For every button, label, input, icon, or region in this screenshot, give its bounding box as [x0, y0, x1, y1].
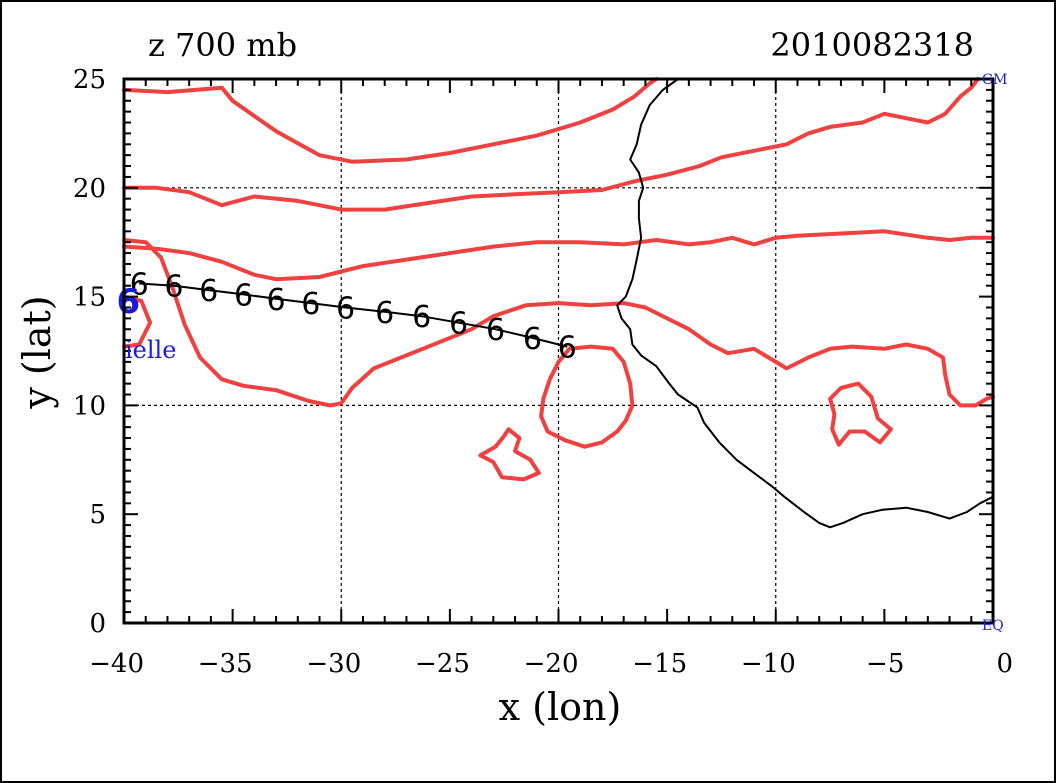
x-tick-label: −20: [524, 649, 579, 679]
x-tick-label: −15: [632, 649, 687, 679]
y-tick-label: 15: [73, 283, 106, 313]
chart-title-right: 2010082318: [770, 26, 974, 64]
current-storm-position: 6: [117, 282, 141, 322]
contour-line: [478, 427, 541, 482]
grid-lines: [124, 79, 993, 623]
x-tick-label: −30: [306, 649, 361, 679]
x-tick-label: 0: [996, 649, 1013, 679]
track-point: 6: [486, 313, 505, 348]
track-point: 6: [130, 268, 149, 303]
contour-lines: [122, 77, 995, 482]
coastline: [616, 78, 994, 529]
contour-line: [122, 229, 995, 282]
track-point: 6: [523, 322, 542, 357]
coastline-line: [616, 78, 994, 529]
y-tick-label: 5: [89, 500, 106, 530]
track-line: [139, 282, 568, 348]
contour-line: [122, 77, 980, 212]
x-tick-labels: −40 −35 −30 −25 −20 −15 −10 −5 0: [89, 649, 1013, 679]
chart-title-left: z 700 mb: [148, 26, 297, 64]
track-point: 6: [449, 307, 468, 342]
y-tick-labels: 0 5 10 15 20 25: [73, 65, 106, 639]
x-tick-label: −35: [198, 649, 253, 679]
x-tick-label: −40: [89, 649, 144, 679]
track-point: 6: [301, 287, 320, 322]
y-axis-label: y (lat): [15, 295, 59, 409]
corner-label-top-right: GM: [982, 72, 1008, 88]
y-tick-label: 0: [89, 609, 106, 639]
contour-line: [122, 238, 995, 408]
x-axis-label: x (lon): [499, 685, 622, 729]
track-point: 6: [558, 331, 577, 366]
track-point: 6: [336, 291, 355, 326]
tick-marks: [123, 78, 994, 624]
track-point: 6: [199, 274, 218, 309]
track-point: 6: [164, 270, 183, 305]
y-tick-label: 10: [73, 391, 106, 421]
track-point: 6: [267, 283, 286, 318]
contour-line: [122, 294, 153, 349]
contour-line: [122, 77, 659, 164]
storm-track: 6 6 6 6 6 6 6 6 6 6 6 6 66: [117, 268, 577, 366]
track-point: 6: [234, 278, 253, 313]
x-tick-label: −5: [866, 649, 904, 679]
storm-name-label: ielle: [125, 336, 176, 364]
contour-line: [828, 381, 893, 447]
y-tick-label: 20: [73, 174, 106, 204]
x-tick-label: −25: [415, 649, 470, 679]
x-tick-label: −10: [741, 649, 796, 679]
track-point: 6: [412, 300, 431, 335]
y-tick-label: 25: [73, 65, 106, 95]
track-point: 6: [375, 296, 394, 331]
corner-label-bottom-right: EQ: [982, 618, 1004, 634]
contour-line: [539, 344, 635, 449]
